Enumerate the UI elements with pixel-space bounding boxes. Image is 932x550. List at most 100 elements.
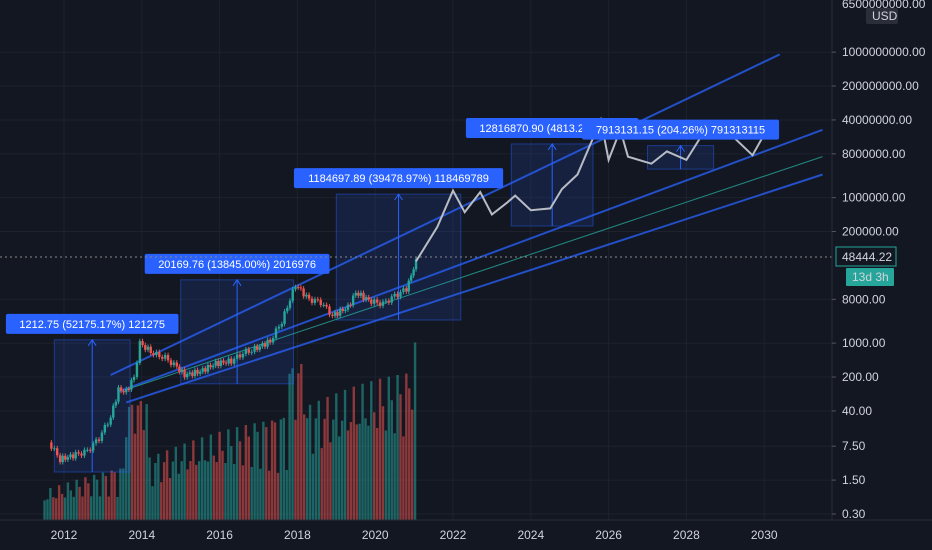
volume-bar bbox=[279, 419, 283, 520]
volume-bar bbox=[297, 373, 300, 520]
volume-bar bbox=[151, 486, 154, 520]
volume-bar bbox=[177, 473, 180, 520]
measure-label: 20169.76 (13845.00%) 2016976 bbox=[158, 259, 316, 271]
volume-bar bbox=[154, 463, 157, 520]
volume-bar bbox=[60, 493, 64, 520]
candle-body bbox=[122, 390, 125, 393]
volume-bar bbox=[165, 450, 169, 520]
candle-body bbox=[302, 288, 305, 297]
measure-arrowhead bbox=[87, 338, 97, 347]
volume-bar bbox=[349, 422, 353, 520]
x-tick-label: 2030 bbox=[751, 528, 778, 542]
candle-body bbox=[125, 388, 128, 393]
volume-bar bbox=[387, 376, 391, 520]
channel-line[interactable] bbox=[125, 173, 823, 404]
candle-body bbox=[211, 365, 215, 368]
candle-body bbox=[163, 354, 167, 359]
channel-lines bbox=[110, 53, 823, 404]
candle-body bbox=[191, 372, 194, 376]
candle-body bbox=[152, 353, 155, 356]
volume-bar bbox=[358, 423, 361, 520]
last-price-label: 48444.22 bbox=[842, 250, 892, 264]
candle-body bbox=[155, 351, 158, 356]
candle-body bbox=[86, 449, 89, 451]
volume-bar bbox=[408, 388, 411, 520]
x-tick-label: 2016 bbox=[206, 528, 233, 542]
candle-body bbox=[178, 366, 181, 373]
projection-line[interactable] bbox=[415, 116, 769, 262]
volume-bar bbox=[256, 431, 259, 520]
candle-body bbox=[310, 298, 314, 303]
candle-body bbox=[130, 380, 133, 390]
measure-arrowhead bbox=[394, 193, 403, 201]
volume-bar bbox=[235, 427, 239, 520]
channel-line[interactable] bbox=[110, 53, 781, 376]
y-tick-label: 8000000.00 bbox=[842, 147, 906, 161]
volume-bar bbox=[393, 433, 396, 520]
candle-body bbox=[349, 304, 352, 306]
candle-body bbox=[146, 346, 150, 350]
candle-body bbox=[158, 351, 161, 357]
candle-body bbox=[316, 299, 320, 301]
volume-bar bbox=[224, 462, 227, 520]
currency-badge[interactable] bbox=[866, 8, 898, 24]
volume-bar bbox=[227, 429, 230, 520]
candle-body bbox=[204, 368, 207, 372]
candle-body bbox=[97, 439, 101, 441]
volume-bar bbox=[95, 479, 99, 520]
volume-bar bbox=[139, 401, 143, 520]
volume-bar bbox=[87, 483, 90, 520]
volume-bar bbox=[162, 462, 166, 520]
candle-body bbox=[119, 387, 123, 391]
volume-bar bbox=[311, 453, 315, 520]
measure-label: 1212.75 (52175.17%) 121275 bbox=[19, 319, 165, 331]
candle-body bbox=[336, 312, 339, 316]
countdown-label: 13d 3h bbox=[852, 270, 889, 284]
volume-bar bbox=[200, 437, 204, 520]
projection-path bbox=[415, 116, 769, 262]
channel-line[interactable] bbox=[126, 156, 823, 391]
candle-body bbox=[109, 417, 112, 425]
volume-bar bbox=[192, 440, 195, 520]
candle-body bbox=[344, 309, 347, 311]
candle-body bbox=[338, 308, 342, 316]
volume-bar bbox=[209, 434, 213, 520]
x-axis: 2012 2014 2016 2018 2020 2022 2024 2026 2028 2030 bbox=[51, 528, 778, 542]
candle-body bbox=[217, 361, 220, 366]
candle-body bbox=[209, 365, 212, 368]
candle-body bbox=[112, 405, 115, 418]
candle-body bbox=[346, 304, 350, 310]
volume-bar bbox=[282, 417, 285, 520]
volume-bar bbox=[212, 455, 215, 520]
y-tick-label: 1.50 bbox=[842, 473, 866, 487]
candle-body bbox=[50, 442, 53, 449]
countdown-badge bbox=[846, 268, 894, 286]
candle-body bbox=[55, 448, 59, 456]
candle-body bbox=[244, 349, 248, 354]
y-tick-label: 8000.00 bbox=[842, 292, 886, 306]
candle-body bbox=[250, 351, 253, 353]
volume-bar bbox=[300, 364, 303, 520]
volume-bar bbox=[323, 418, 326, 520]
candle-body bbox=[89, 449, 92, 451]
candle-body bbox=[362, 292, 365, 300]
candle-body bbox=[354, 292, 357, 296]
candle-body bbox=[71, 454, 75, 459]
candle-body bbox=[180, 369, 184, 373]
candle-body bbox=[238, 354, 242, 358]
candle-body bbox=[214, 361, 217, 366]
x-tick-label: 2024 bbox=[517, 528, 544, 542]
y-tick-label: 1000000.00 bbox=[842, 191, 906, 205]
channel-line[interactable] bbox=[118, 128, 823, 393]
volume-bar bbox=[230, 446, 233, 520]
y-tick-label: 200000000.00 bbox=[842, 79, 919, 93]
volume-bar bbox=[367, 425, 370, 520]
volume-bar bbox=[49, 488, 52, 520]
volume-bar bbox=[370, 381, 373, 520]
volume-bar bbox=[355, 424, 358, 520]
candle-body bbox=[307, 294, 311, 299]
volume-bar bbox=[329, 442, 332, 520]
candle-body bbox=[390, 296, 393, 303]
candle-body bbox=[166, 354, 170, 361]
